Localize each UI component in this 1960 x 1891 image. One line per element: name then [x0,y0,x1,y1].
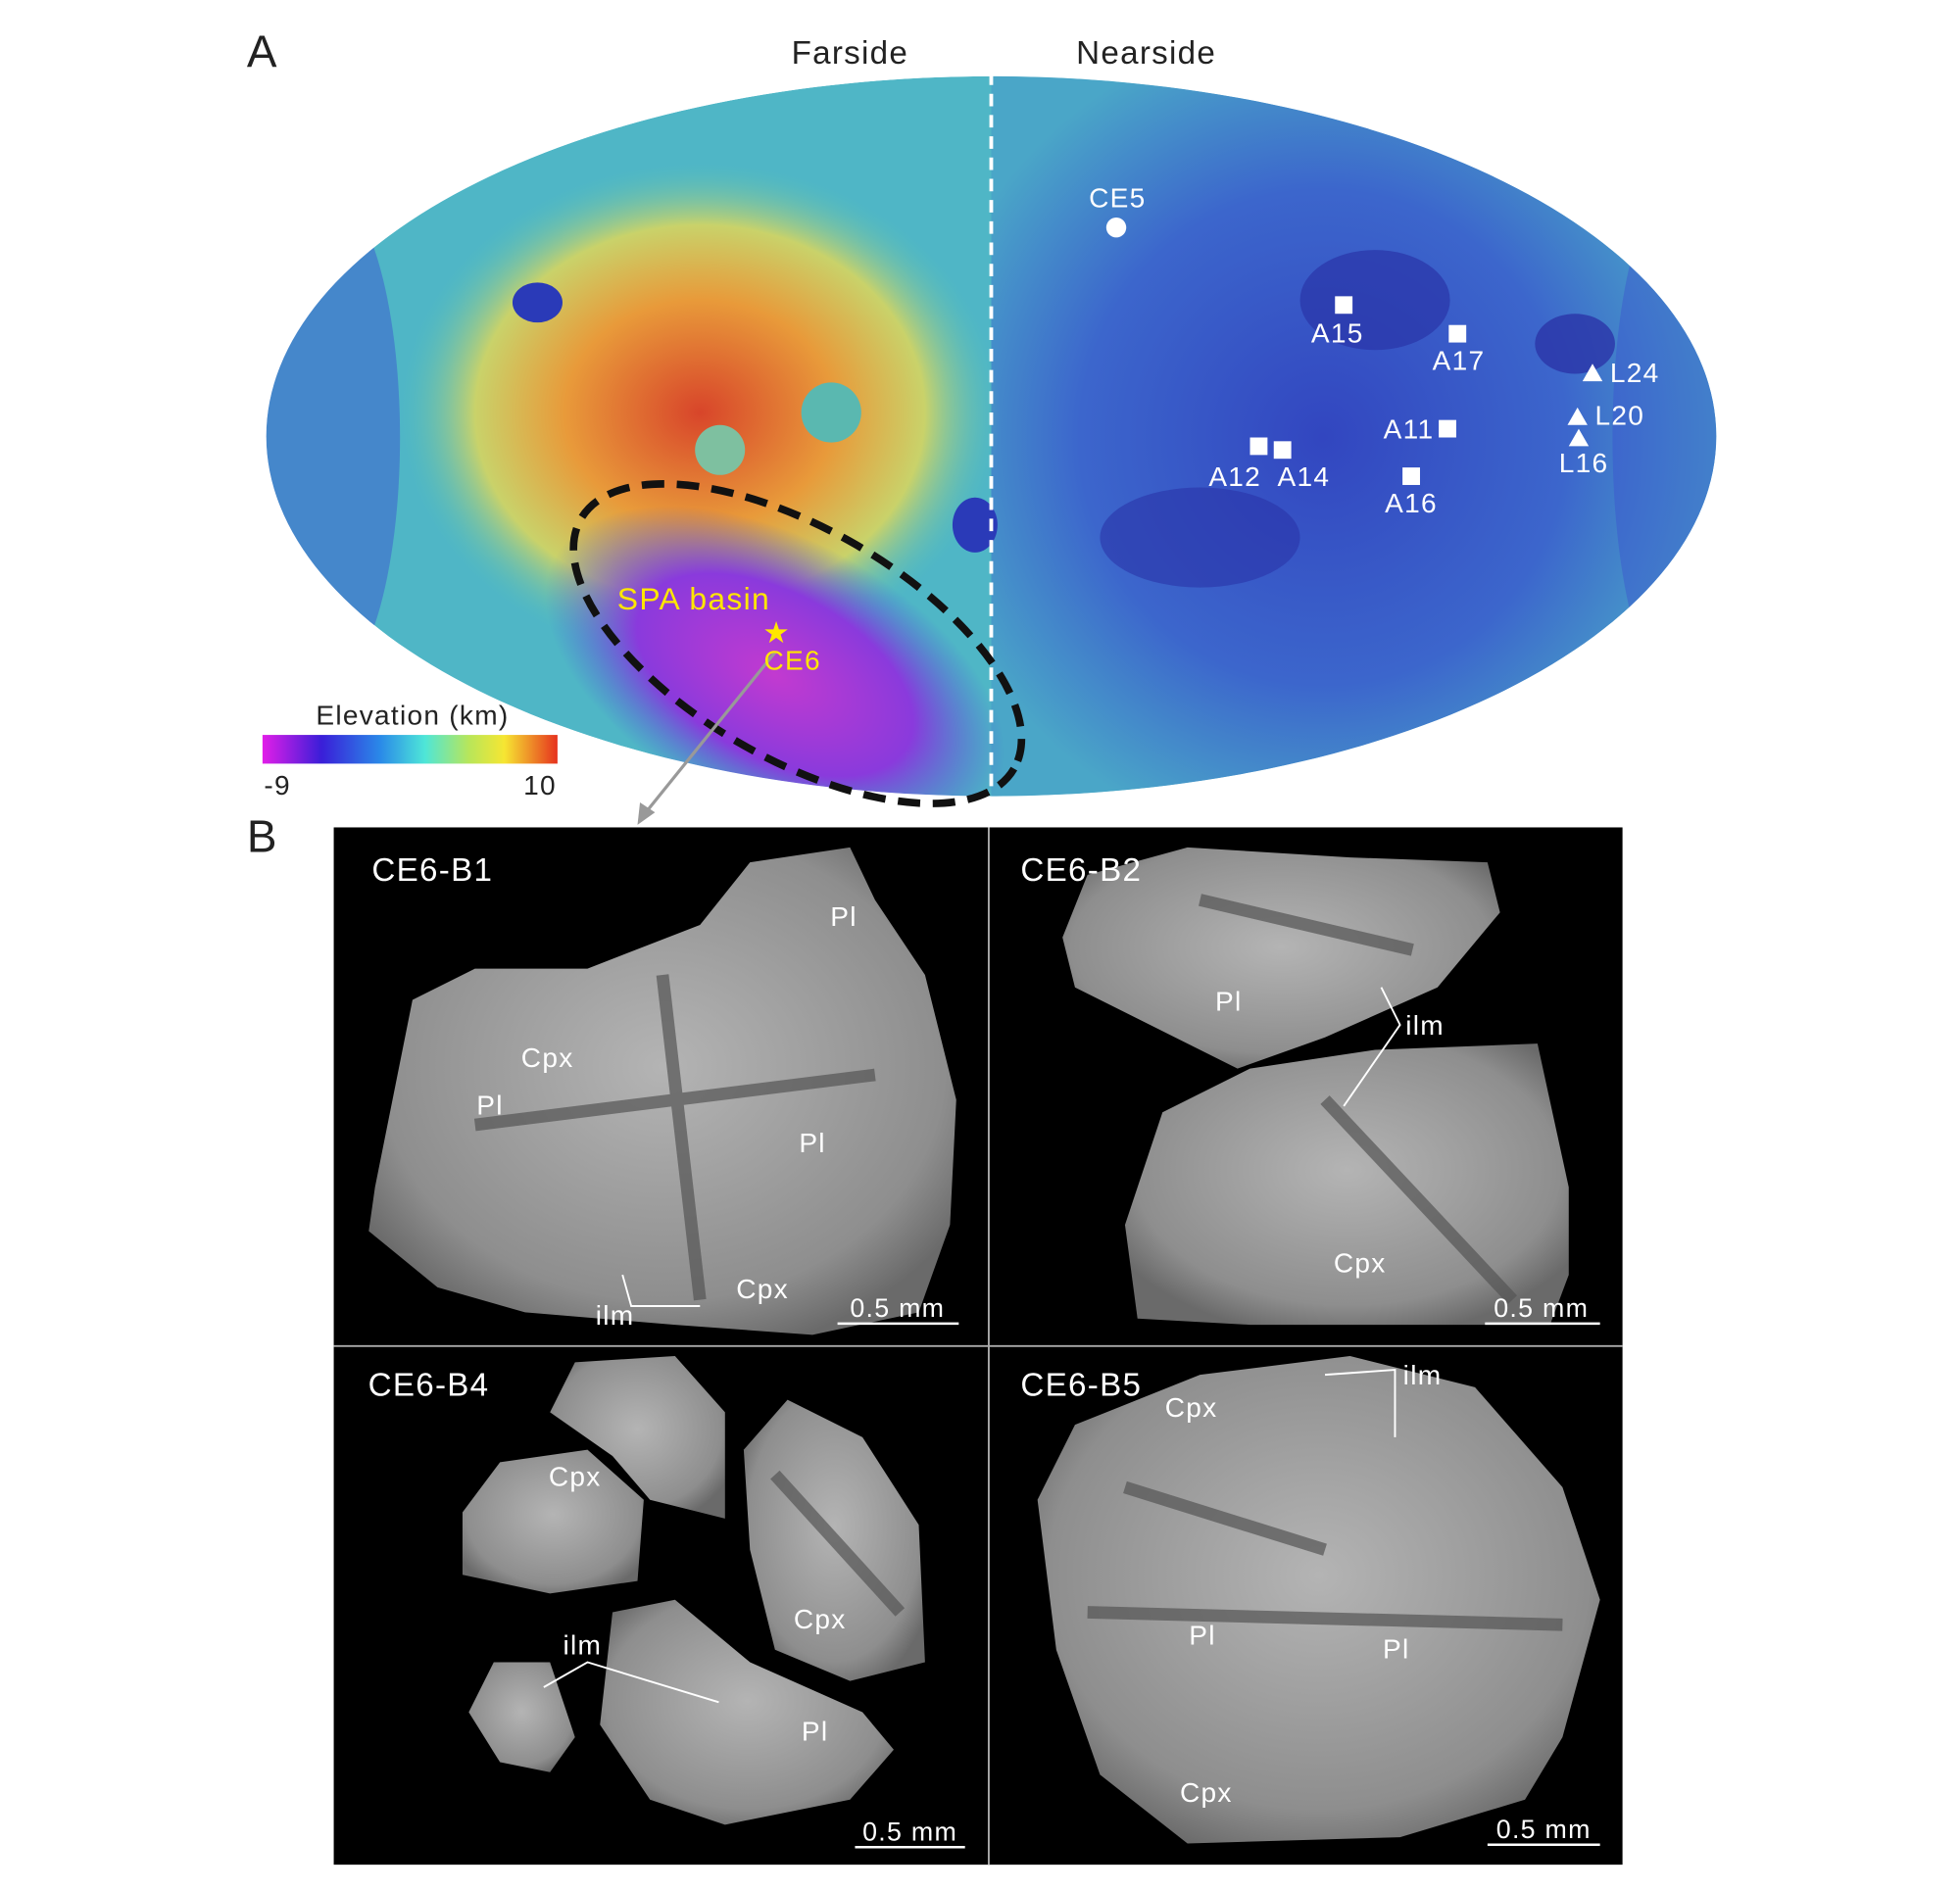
site-label: A14 [1277,461,1330,492]
arrow [642,651,777,816]
mineral-label: Cpx [1334,1247,1387,1278]
spa-outline [569,480,1026,807]
image-title: CE6-B1 [371,852,493,889]
ce6-star: ★ [762,616,789,650]
ce5-marker [1105,218,1127,238]
mineral-label: Pl [1383,1633,1410,1664]
mineral-label: Cpx [549,1461,602,1491]
mineral-label: Cpx [736,1274,789,1304]
mineral-label: Pl [802,1717,829,1747]
mineral-label: Cpx [521,1042,574,1073]
site-label: A12 [1208,461,1261,492]
mineral-label: Pl [476,1091,504,1121]
scale-label: 0.5 mm [1494,1293,1589,1323]
luna-markers [1567,364,1603,447]
scale-label: 0.5 mm [850,1293,945,1323]
scale-label: 0.5 mm [862,1817,957,1846]
hemisphere-label: Farside [792,35,909,72]
mineral-label: Pl [830,901,858,932]
mineral-label: ilm [1403,1360,1443,1390]
panel-label: B [247,810,278,861]
mineral-label: Cpx [1180,1777,1233,1808]
site-label: L24 [1610,358,1660,388]
colorbar-min: -9 [264,770,291,800]
moon-map [266,75,1717,797]
rock-texture [473,894,1563,1631]
hemisphere-label: Nearside [1076,35,1216,72]
colorbar-title: Elevation (km) [316,701,509,731]
ce6-label: CE6 [763,646,820,676]
leader-lines [543,987,1401,1704]
mineral-label: ilm [596,1300,635,1331]
site-label: CE5 [1089,183,1146,214]
scale-label: 0.5 mm [1496,1815,1592,1844]
site-label: A11 [1384,414,1435,445]
mineral-label: Pl [1215,987,1243,1017]
image-title: CE6-B5 [1020,1368,1142,1404]
mineral-label: Cpx [1165,1392,1218,1423]
image-title: CE6-B2 [1020,852,1142,889]
site-label: A15 [1311,317,1364,348]
panel-label: A [247,25,278,76]
mineral-label: Pl [799,1128,826,1158]
site-label: A16 [1385,488,1438,518]
image-title: CE6-B4 [368,1368,490,1404]
site-label: L20 [1595,401,1645,431]
colorbar-max: 10 [523,770,557,800]
arrow-head [637,801,656,825]
mineral-label: ilm [1405,1010,1445,1041]
apollo-markers [1250,296,1467,485]
mineral-label: ilm [564,1630,603,1661]
site-label: L16 [1559,448,1609,478]
mineral-label: Cpx [794,1604,847,1634]
rock-fragments [368,847,1600,1844]
colorbar [262,735,558,764]
mineral-label: Pl [1189,1620,1216,1650]
spa-label: SPA basin [617,581,770,616]
site-label: A17 [1433,345,1486,375]
